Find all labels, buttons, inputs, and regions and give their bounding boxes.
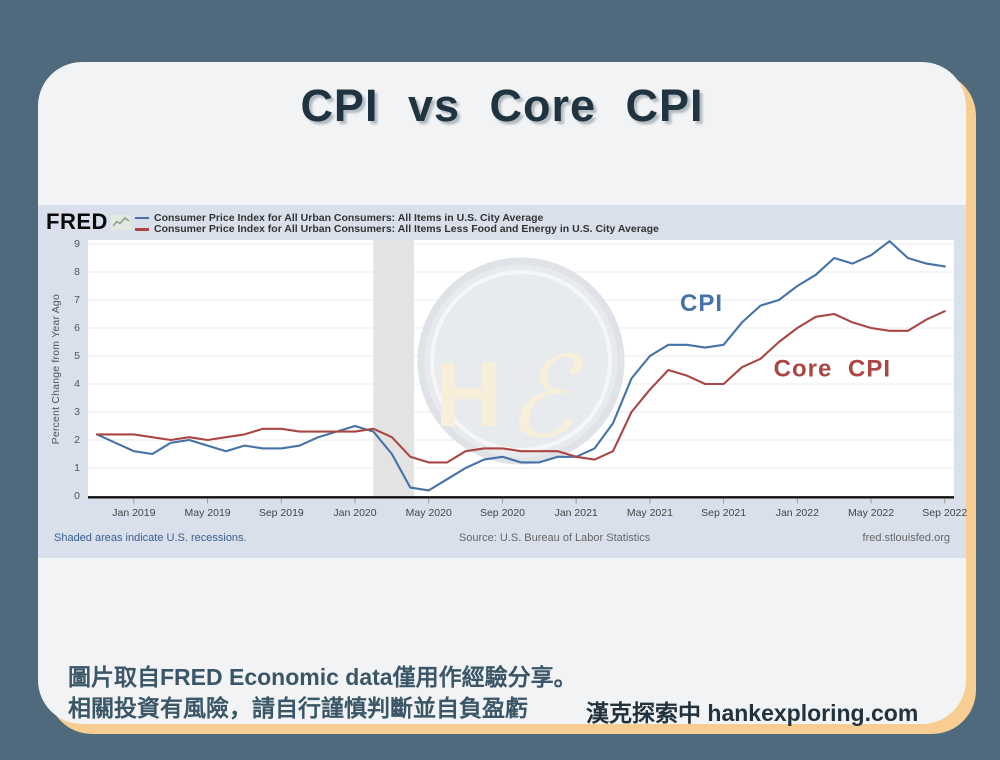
fred-trend-icon bbox=[110, 214, 131, 230]
fred-chart: FRED Consumer Price Index for All Urban … bbox=[38, 205, 967, 558]
cpi-label-annotation: CPI bbox=[680, 290, 723, 317]
x-tick-label: Sep 2020 bbox=[479, 507, 525, 519]
chart-footer: Shaded areas indicate U.S. recessions. S… bbox=[54, 532, 950, 544]
fred-logo: FRED bbox=[46, 209, 131, 235]
x-tick-label: May 2019 bbox=[184, 507, 231, 519]
legend-item: Consumer Price Index for All Urban Consu… bbox=[135, 212, 659, 224]
fred-url: fred.stlouisfed.org bbox=[862, 532, 950, 544]
y-tick-label: 5 bbox=[74, 350, 80, 362]
fred-logo-text: FRED bbox=[46, 209, 108, 234]
watermark-letter-e: ℰ bbox=[506, 333, 584, 463]
y-tick-label: 2 bbox=[74, 434, 80, 446]
watermark-letter-h: H bbox=[435, 344, 501, 446]
legend-line-swatch bbox=[135, 228, 149, 231]
disclaimer-line-2: 相關投資有風險，請自行謹慎判斷並自負盈虧 bbox=[68, 695, 528, 721]
y-tick-label: 3 bbox=[74, 406, 80, 418]
x-tick-label: Jan 2021 bbox=[554, 507, 598, 519]
page-title: CPI vs Core CPI bbox=[300, 80, 704, 131]
y-tick-label: 1 bbox=[74, 462, 80, 474]
x-tick-label: Sep 2019 bbox=[258, 507, 304, 519]
x-tick-label: Jan 2020 bbox=[333, 507, 377, 519]
plot-area: H ℰ CPI Core CPI bbox=[88, 240, 954, 511]
y-tick-label: 0 bbox=[74, 490, 80, 502]
y-tick-label: 7 bbox=[74, 294, 80, 306]
legend-line-swatch bbox=[135, 216, 149, 219]
legend-label: Consumer Price Index for All Urban Consu… bbox=[154, 223, 659, 236]
cpi-line bbox=[95, 240, 946, 492]
core-cpi-line bbox=[95, 310, 946, 464]
legend-item: Consumer Price Index for All Urban Consu… bbox=[135, 223, 659, 236]
y-tick-label: 8 bbox=[74, 266, 80, 278]
x-tick-label: May 2020 bbox=[405, 507, 452, 519]
core-cpi-label-annotation: Core CPI bbox=[774, 356, 891, 383]
x-tick-label: May 2022 bbox=[847, 507, 895, 519]
x-tick-label: Jan 2019 bbox=[112, 507, 156, 519]
y-tick-label: 6 bbox=[74, 322, 80, 334]
site-credit: 漢克探索中 hankexploring.com bbox=[586, 700, 919, 726]
x-tick-label: Sep 2021 bbox=[701, 507, 747, 519]
watermark-inner-ring bbox=[430, 270, 612, 452]
y-axis-title: Percent Change from Year Ago bbox=[50, 293, 62, 445]
y-tick-label: 4 bbox=[74, 378, 80, 390]
content-card: CPI vs Core CPI FRED Consumer Price Inde… bbox=[38, 62, 967, 726]
recession-note: Shaded areas indicate U.S. recessions. bbox=[54, 532, 247, 544]
legend-label: Consumer Price Index for All Urban Consu… bbox=[154, 211, 544, 224]
x-tick-label: May 2021 bbox=[626, 507, 673, 519]
disclaimer-text: 圖片取自FRED Economic data僅用作經驗分享。 相關投資有風險，請… bbox=[68, 662, 577, 724]
watermark-circle bbox=[417, 257, 625, 465]
x-tick-label: Sep 2022 bbox=[922, 507, 968, 519]
chart-legend: Consumer Price Index for All Urban Consu… bbox=[135, 212, 659, 235]
source-note: Source: U.S. Bureau of Labor Statistics bbox=[458, 532, 651, 544]
disclaimer-line-1: 圖片取自FRED Economic data僅用作經驗分享。 bbox=[68, 664, 577, 690]
y-tick-label: 9 bbox=[74, 238, 80, 250]
cpi-line-chart: H ℰ CPI Core CPI bbox=[88, 240, 954, 504]
x-tick-label: Jan 2022 bbox=[775, 507, 819, 519]
